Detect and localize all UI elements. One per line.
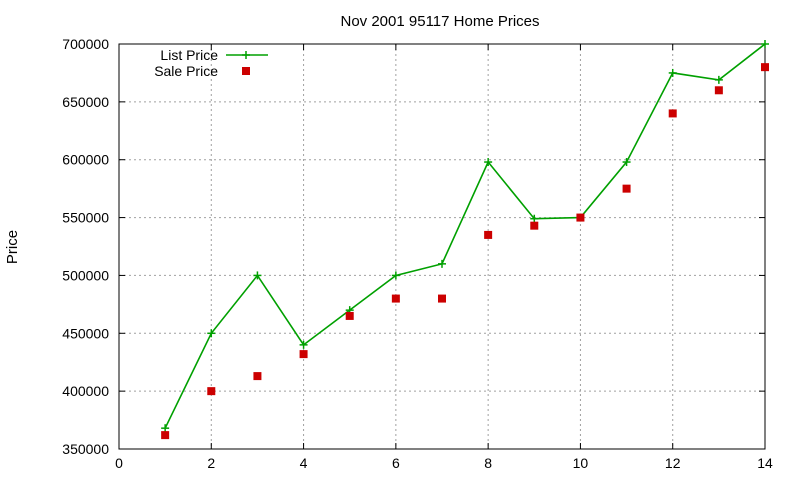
data-point xyxy=(484,158,493,167)
data-point xyxy=(622,184,631,193)
data-point xyxy=(161,431,170,440)
y-tick-label: 550000 xyxy=(62,210,109,226)
data-point xyxy=(761,40,769,48)
data-point xyxy=(253,271,262,280)
x-tick-label: 10 xyxy=(573,455,589,471)
chart-title: Nov 2001 95117 Home Prices xyxy=(341,13,540,30)
x-tick-label: 14 xyxy=(757,455,773,471)
data-point xyxy=(438,294,446,303)
series xyxy=(161,40,769,440)
legend-sample-sale-price xyxy=(242,67,250,75)
data-point xyxy=(761,63,769,72)
x-tick-label: 8 xyxy=(484,455,492,471)
series-sale-price xyxy=(161,63,769,440)
axis-ticks: 0 2 4 6 8 10 12 14 350000 400000 450000 500000 55000… xyxy=(62,36,773,471)
data-point xyxy=(484,230,493,239)
legend-sample-list-price xyxy=(226,51,268,59)
y-tick-label: 350000 xyxy=(62,441,109,457)
series-line xyxy=(164,43,766,429)
y-tick-label: 450000 xyxy=(62,325,109,341)
y-tick-label: 700000 xyxy=(62,36,109,52)
x-tick-label: 6 xyxy=(392,455,400,471)
data-point xyxy=(207,387,216,396)
y-tick-label: 400000 xyxy=(62,383,109,399)
data-point xyxy=(530,221,539,230)
data-point xyxy=(438,259,446,268)
data-point xyxy=(714,75,723,84)
y-tick-label: 600000 xyxy=(62,152,109,168)
legend: List Price Sale Price xyxy=(154,47,268,79)
data-point xyxy=(668,109,677,118)
legend-marker xyxy=(242,67,250,75)
x-tick-label: 0 xyxy=(115,455,123,471)
series-list-price xyxy=(161,40,769,433)
legend-marker xyxy=(242,51,250,59)
plot-frame xyxy=(118,43,766,450)
data-point xyxy=(207,329,216,338)
x-tick-label: 4 xyxy=(300,455,308,471)
data-point xyxy=(391,294,400,303)
x-tick-label: 12 xyxy=(665,455,681,471)
data-point xyxy=(253,372,262,381)
y-axis-label: Price xyxy=(4,230,21,264)
data-point xyxy=(299,340,308,349)
data-point xyxy=(345,311,354,320)
data-point xyxy=(391,271,400,280)
data-point xyxy=(530,214,539,223)
data-point xyxy=(161,424,170,433)
y-tick-label: 650000 xyxy=(62,94,109,110)
data-point xyxy=(668,68,677,77)
data-point xyxy=(576,213,585,222)
data-point xyxy=(714,86,723,95)
data-point xyxy=(299,350,308,359)
y-tick-label: 500000 xyxy=(62,267,109,283)
grid-lines xyxy=(119,44,765,449)
x-tick-label: 2 xyxy=(207,455,215,471)
legend-label-list-price: List Price xyxy=(160,47,218,63)
data-point xyxy=(622,158,631,167)
legend-label-sale-price: Sale Price xyxy=(154,63,218,79)
